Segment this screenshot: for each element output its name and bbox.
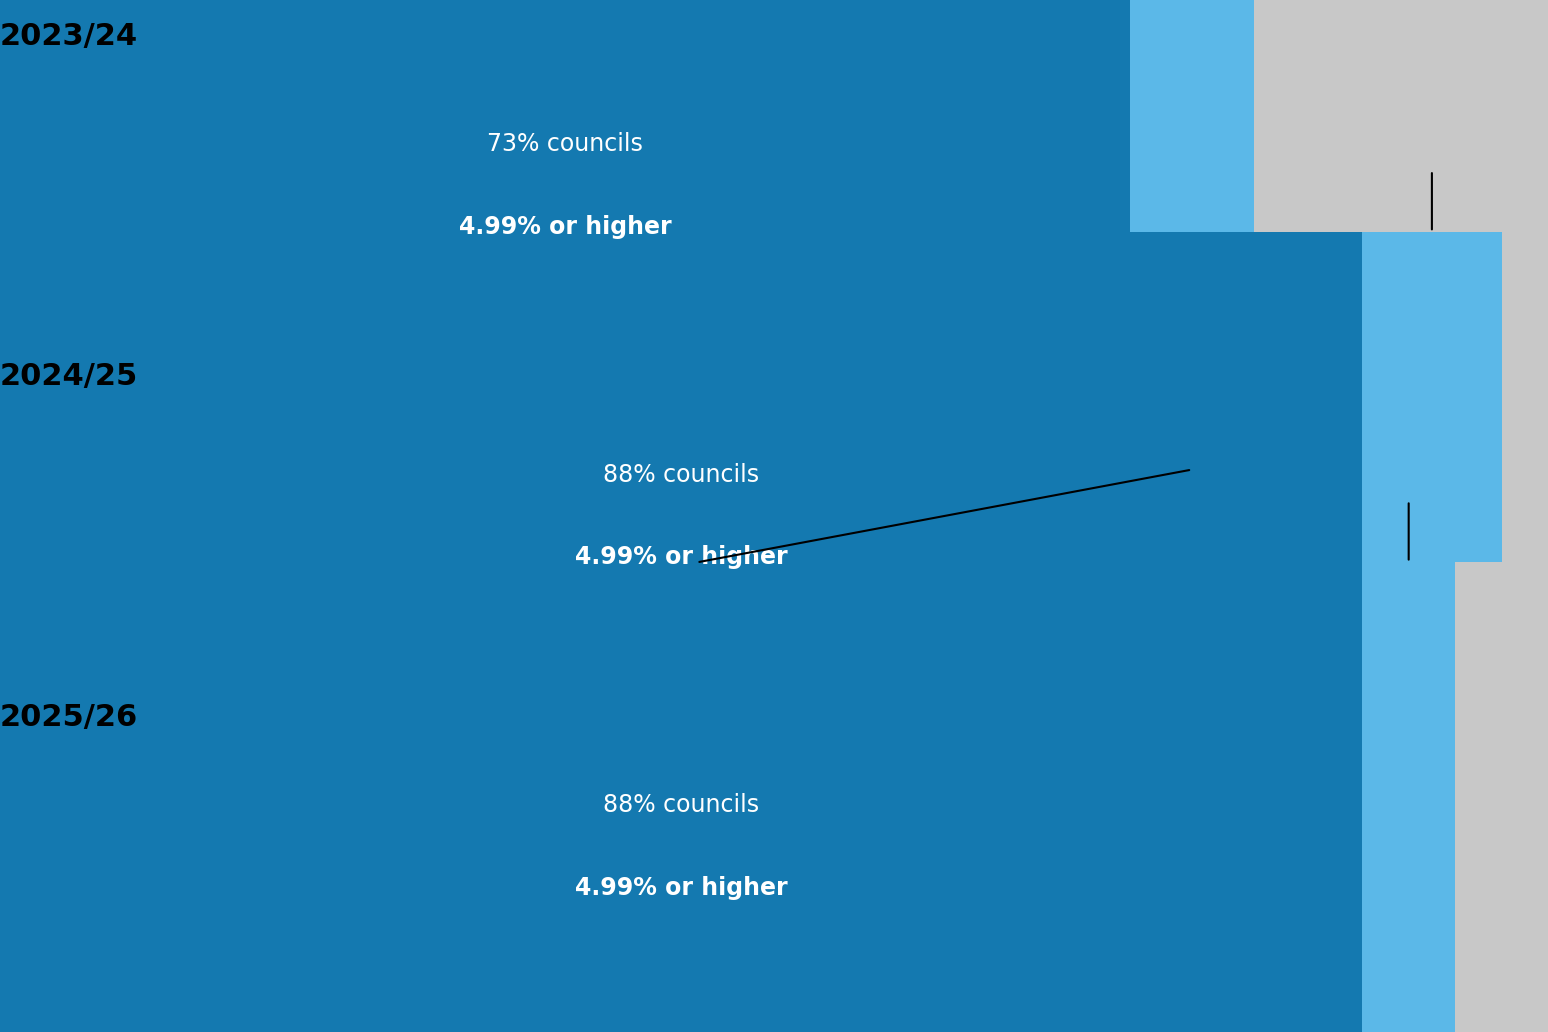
Text: 73% councils: 73% councils	[488, 132, 642, 157]
Text: 4.99% or higher: 4.99% or higher	[458, 215, 672, 239]
Bar	[1130, 0, 1254, 470]
Text: 2025/26: 2025/26	[0, 703, 138, 732]
Bar	[1455, 562, 1548, 1032]
Bar	[0, 562, 1362, 1032]
Bar	[1502, 232, 1548, 800]
Bar	[0, 232, 1362, 800]
Bar	[1254, 0, 1548, 470]
Text: 2024/25: 2024/25	[0, 362, 138, 391]
Bar	[0, 0, 1130, 470]
Text: 2023/24: 2023/24	[0, 22, 138, 51]
Text: 4.99% or higher: 4.99% or higher	[574, 875, 788, 900]
Text: 4.99% or higher: 4.99% or higher	[574, 545, 788, 570]
Bar	[1362, 562, 1455, 1032]
Text: 88% councils: 88% councils	[604, 462, 759, 487]
Text: 8% 4.50% to 4.98%: 8% 4.50% to 4.98%	[463, 550, 697, 575]
Bar	[1362, 232, 1502, 800]
Text: 88% councils: 88% councils	[604, 793, 759, 817]
